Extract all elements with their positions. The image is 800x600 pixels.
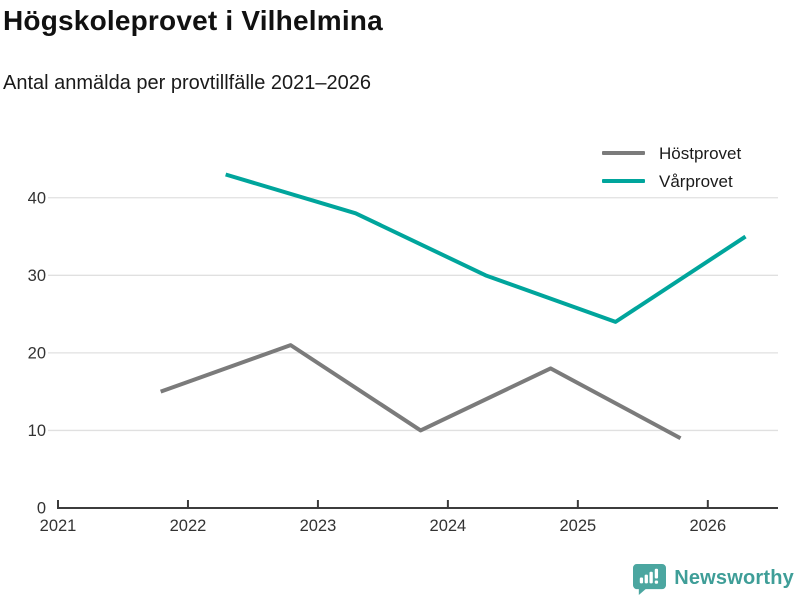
y-tick-label: 40 (28, 189, 46, 207)
legend-label-hostprovet: Höstprovet (659, 143, 742, 163)
x-tick-label: 2022 (170, 517, 207, 535)
legend-label-varprovet: Vårprovet (659, 171, 733, 191)
chart-subtitle: Antal anmälda per provtillfälle 2021–202… (3, 72, 372, 94)
newsworthy-logo-icon (633, 563, 667, 595)
varprovet-line-swatch (602, 179, 645, 183)
y-tick-label: 0 (37, 500, 46, 518)
y-tick-label: 20 (28, 344, 46, 362)
page-title: Högskoleprovet i Vilhelmina (3, 5, 383, 36)
y-tick-label: 10 (28, 422, 46, 440)
legend-item-hostprovet: Höstprovet (602, 139, 741, 167)
series-line-höstprovet (159, 343, 682, 440)
x-tick-label: 2023 (300, 517, 337, 535)
y-tick-label: 30 (28, 267, 46, 285)
brand-footer: Newsworthy (633, 562, 794, 595)
legend-item-varprovet: Vårprovet (602, 167, 741, 195)
brand-name: Newsworthy (674, 567, 794, 589)
x-tick-label: 2021 (40, 517, 77, 535)
x-tick-label: 2025 (559, 517, 596, 535)
series-line-vårprovet (225, 172, 747, 324)
logo-bar-chart-glyph (639, 568, 659, 584)
legend: Höstprovet Vårprovet (602, 139, 741, 195)
x-tick-label: 2026 (689, 517, 726, 535)
hostprovet-line-swatch (602, 151, 645, 155)
x-tick-label: 2024 (430, 517, 467, 535)
